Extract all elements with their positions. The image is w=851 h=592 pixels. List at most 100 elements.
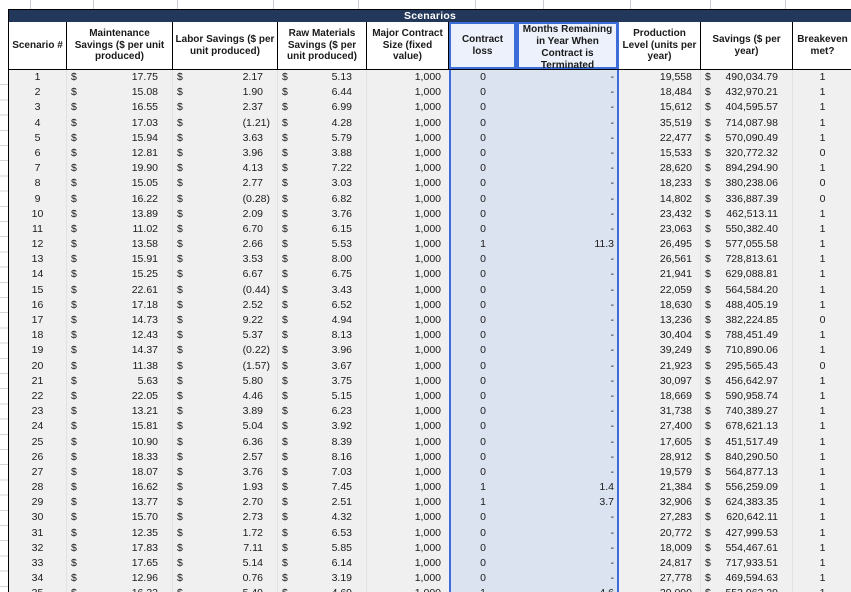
table-title-bar[interactable]: Scenarios — [9, 9, 851, 22]
cell-scenario-number[interactable]: 12 — [9, 237, 67, 253]
cell-maintenance-savings[interactable]: $16.62 — [67, 480, 173, 496]
cell-major-contract-size[interactable]: 1,000 — [414, 253, 441, 266]
cell-raw-materials-savings[interactable]: $4.69 — [278, 586, 367, 592]
cell-production-level[interactable]: 17,605 — [619, 434, 701, 450]
cell-contract-loss[interactable]: 0 — [449, 525, 517, 541]
cell-raw-materials-savings[interactable]: $8.39 — [278, 434, 367, 450]
cell-raw-materials-savings[interactable]: $6.82 — [278, 191, 367, 207]
cell-scenario-number[interactable]: 25 — [9, 434, 67, 450]
cell-savings-per-year[interactable]: $629,088.81 — [701, 267, 793, 283]
cell-breakeven-met[interactable]: 1 — [819, 116, 826, 129]
cell-months-remaining[interactable]: - — [517, 176, 619, 192]
cell-months-remaining[interactable]: - — [517, 130, 619, 146]
cell-raw-materials-savings[interactable]: $5.79 — [278, 130, 367, 146]
cell-breakeven-met[interactable]: 1 — [819, 435, 826, 448]
cell-contract-loss[interactable]: 0 — [449, 206, 517, 222]
cell-maintenance-savings[interactable]: $12.81 — [67, 145, 173, 162]
cell-major-contract-size[interactable]: 1,000 — [414, 177, 441, 190]
cell-contract-loss[interactable]: 0 — [449, 221, 517, 238]
cell-labor-savings[interactable]: $1.90 — [173, 85, 278, 101]
cell-contract-loss[interactable]: 0 — [449, 464, 517, 481]
cell-maintenance-savings[interactable]: $16.22 — [67, 191, 173, 207]
cell-months-remaining[interactable]: - — [517, 449, 619, 465]
cell-labor-savings[interactable]: $6.67 — [173, 267, 278, 283]
cell-scenario-number[interactable]: 13 — [9, 252, 67, 268]
column-header-production-level[interactable]: Production Level (units per year) — [619, 22, 701, 69]
cell-savings-per-year[interactable]: $740,389.27 — [701, 404, 793, 420]
cell-production-level[interactable]: 18,009 — [619, 540, 701, 556]
cell-savings-per-year[interactable]: $427,999.53 — [701, 525, 793, 541]
cell-major-contract-size[interactable]: 1,000 — [414, 450, 441, 463]
cell-maintenance-savings[interactable]: $5.63 — [67, 373, 173, 389]
cell-contract-loss[interactable]: 0 — [449, 282, 517, 298]
cell-production-level[interactable]: 15,612 — [619, 100, 701, 116]
cell-savings-per-year[interactable]: $382,224.85 — [701, 313, 793, 329]
cell-months-remaining[interactable]: - — [517, 434, 619, 450]
cell-savings-per-year[interactable]: $714,087.98 — [701, 115, 793, 131]
cell-maintenance-savings[interactable]: $11.38 — [67, 358, 173, 374]
cell-months-remaining[interactable]: - — [517, 297, 619, 313]
cell-labor-savings[interactable]: $ (1.21) — [173, 115, 278, 131]
cell-contract-loss[interactable]: 0 — [449, 176, 517, 192]
cell-production-level[interactable]: 27,283 — [619, 510, 701, 526]
cell-labor-savings[interactable]: $ (1.57) — [173, 358, 278, 374]
cell-production-level[interactable]: 26,561 — [619, 252, 701, 268]
column-header-contract-loss[interactable]: Contract loss — [449, 22, 517, 69]
cell-labor-savings[interactable]: $3.63 — [173, 130, 278, 146]
cell-savings-per-year[interactable]: $336,887.39 — [701, 191, 793, 207]
cell-major-contract-size[interactable]: 1,000 — [414, 238, 441, 251]
cell-major-contract-size[interactable]: 1,000 — [414, 374, 441, 387]
cell-breakeven-met[interactable]: 1 — [819, 162, 826, 175]
cell-production-level[interactable]: 21,923 — [619, 358, 701, 374]
cell-scenario-number[interactable]: 6 — [9, 145, 67, 162]
cell-months-remaining[interactable]: - — [517, 388, 619, 405]
cell-contract-loss[interactable]: 0 — [449, 70, 517, 86]
cell-labor-savings[interactable]: $ (0.22) — [173, 343, 278, 359]
cell-breakeven-met[interactable]: 1 — [819, 344, 826, 357]
cell-production-level[interactable]: 28,912 — [619, 449, 701, 465]
cell-major-contract-size[interactable]: 1,000 — [414, 344, 441, 357]
cell-savings-per-year[interactable]: $840,290.50 — [701, 449, 793, 465]
cell-scenario-number[interactable]: 35 — [9, 586, 67, 592]
cell-months-remaining[interactable]: - — [517, 282, 619, 298]
cell-labor-savings[interactable]: $3.76 — [173, 464, 278, 481]
cell-scenario-number[interactable]: 33 — [9, 556, 67, 572]
cell-scenario-number[interactable]: 31 — [9, 525, 67, 541]
cell-breakeven-met[interactable]: 0 — [819, 314, 826, 326]
cell-labor-savings[interactable]: $ (0.44) — [173, 282, 278, 298]
cell-breakeven-met[interactable]: 1 — [819, 268, 826, 281]
cell-raw-materials-savings[interactable]: $3.19 — [278, 571, 367, 587]
cell-scenario-number[interactable]: 24 — [9, 419, 67, 435]
cell-months-remaining[interactable]: - — [517, 328, 619, 344]
cell-scenario-number[interactable]: 1 — [9, 70, 67, 86]
cell-months-remaining[interactable]: - — [517, 373, 619, 389]
cell-raw-materials-savings[interactable]: $6.52 — [278, 297, 367, 313]
cell-months-remaining[interactable]: - — [517, 115, 619, 131]
cell-savings-per-year[interactable]: $469,594.63 — [701, 571, 793, 587]
cell-maintenance-savings[interactable]: $16.32 — [67, 586, 173, 592]
cell-labor-savings[interactable]: $7.11 — [173, 540, 278, 556]
cell-contract-loss[interactable]: 0 — [449, 556, 517, 572]
cell-breakeven-met[interactable]: 1 — [819, 253, 826, 266]
cell-maintenance-savings[interactable]: $17.83 — [67, 540, 173, 556]
cell-major-contract-size[interactable]: 1,000 — [414, 420, 441, 433]
cell-labor-savings[interactable]: $9.22 — [173, 313, 278, 329]
cell-breakeven-met[interactable]: 0 — [819, 359, 826, 372]
column-header-labor-savings[interactable]: Labor Savings ($ per unit produced) — [173, 22, 278, 69]
cell-production-level[interactable]: 26,495 — [619, 237, 701, 253]
cell-major-contract-size[interactable]: 1,000 — [414, 405, 441, 418]
cell-raw-materials-savings[interactable]: $3.88 — [278, 145, 367, 162]
cell-breakeven-met[interactable]: 1 — [819, 481, 826, 494]
cell-savings-per-year[interactable]: $554,467.61 — [701, 540, 793, 556]
cell-savings-per-year[interactable]: $577,055.58 — [701, 237, 793, 253]
cell-maintenance-savings[interactable]: $14.73 — [67, 313, 173, 329]
cell-raw-materials-savings[interactable]: $3.92 — [278, 419, 367, 435]
cell-maintenance-savings[interactable]: $12.35 — [67, 525, 173, 541]
cell-contract-loss[interactable]: 0 — [449, 328, 517, 344]
cell-scenario-number[interactable]: 18 — [9, 328, 67, 344]
cell-major-contract-size[interactable]: 1,000 — [414, 389, 441, 402]
cell-labor-savings[interactable]: $1.72 — [173, 525, 278, 541]
cell-months-remaining[interactable]: - — [517, 510, 619, 526]
cell-savings-per-year[interactable]: $620,642.11 — [701, 510, 793, 526]
cell-labor-savings[interactable]: $3.89 — [173, 404, 278, 420]
